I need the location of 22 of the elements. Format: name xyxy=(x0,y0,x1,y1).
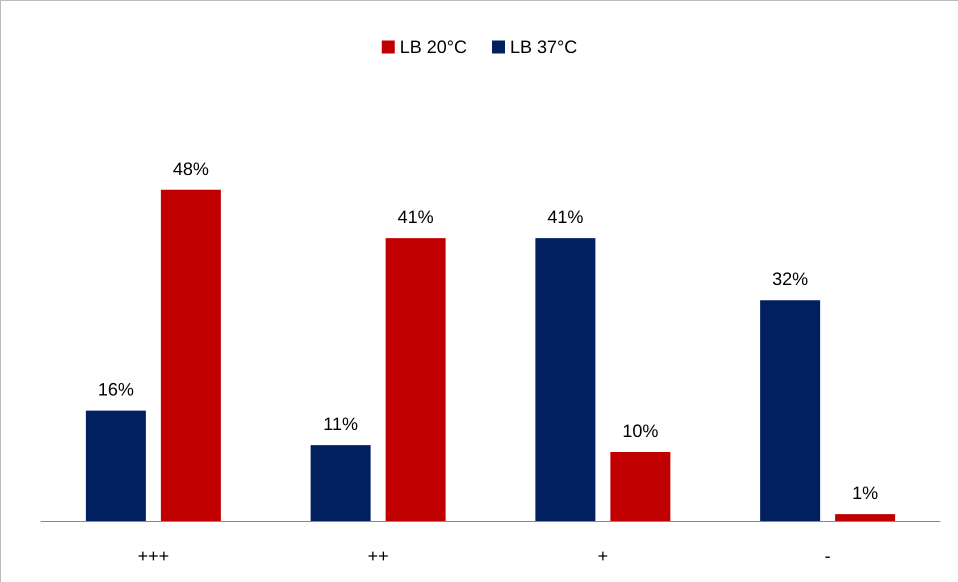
x-tick-label: ++ xyxy=(368,546,389,566)
legend-label: LB 37°C xyxy=(510,37,578,57)
x-tick-label: - xyxy=(824,546,831,566)
bar xyxy=(310,445,371,521)
data-label: 11% xyxy=(323,414,358,434)
data-label: 32% xyxy=(772,269,808,290)
bar xyxy=(535,238,596,521)
bar xyxy=(610,452,670,521)
legend-label: LB 20°C xyxy=(400,37,468,57)
data-label: 41% xyxy=(398,207,434,228)
bar xyxy=(160,190,221,521)
bar xyxy=(86,410,146,521)
bar xyxy=(386,238,446,521)
data-label: 41% xyxy=(547,207,584,228)
bar xyxy=(835,514,896,521)
x-tick-label: +++ xyxy=(138,546,170,566)
bar xyxy=(760,300,820,521)
x-tick-label: + xyxy=(598,546,608,566)
data-label: 1% xyxy=(852,483,878,504)
data-label: 10% xyxy=(622,421,658,441)
data-label: 48% xyxy=(172,158,209,179)
data-label: 16% xyxy=(98,380,134,400)
